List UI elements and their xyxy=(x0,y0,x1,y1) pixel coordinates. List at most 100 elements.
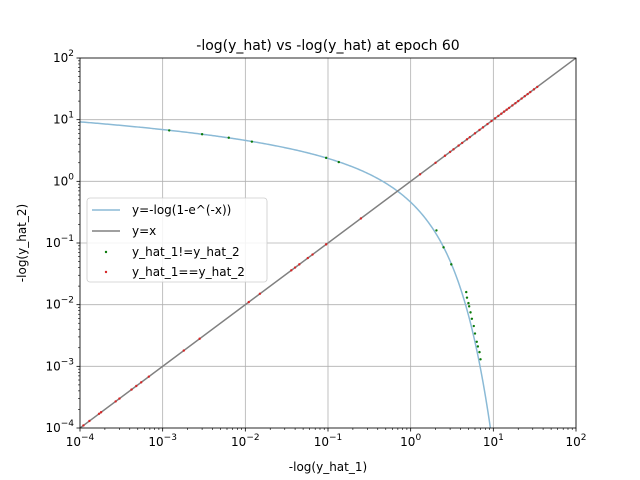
mismatch-point xyxy=(476,345,480,348)
match-point xyxy=(434,161,437,164)
y-tick-label: 101 xyxy=(53,111,74,127)
match-point xyxy=(457,144,460,147)
match-point xyxy=(478,128,481,132)
y-tick-label: 10−3 xyxy=(45,357,74,373)
curve-series-line xyxy=(80,121,492,428)
match-point xyxy=(532,88,536,91)
mismatch-point xyxy=(450,263,453,266)
mismatch-point xyxy=(465,290,468,294)
match-point xyxy=(473,132,477,135)
y-axis-label: -log(y_hat_2) xyxy=(15,204,29,282)
axis-ticks: 10−4 10−3 10−2 10−1 100 101 102 10−4 10−3 10−2 10−… xyxy=(45,49,586,449)
mismatch-point xyxy=(465,296,469,299)
legend-box xyxy=(86,197,268,283)
match-point xyxy=(147,375,151,378)
match-point xyxy=(529,90,532,94)
match-point xyxy=(118,397,121,400)
match-point xyxy=(311,253,314,256)
x-tick-label: 10−1 xyxy=(314,433,343,449)
mismatch-point xyxy=(472,324,475,328)
mismatch-point xyxy=(479,358,482,361)
match-point xyxy=(418,173,422,176)
y-tick-label: 10−2 xyxy=(45,296,74,312)
mismatch-point xyxy=(250,140,254,143)
match-point xyxy=(468,135,472,139)
match-point xyxy=(493,117,497,120)
x-tick-label: 10−4 xyxy=(66,433,95,449)
match-point xyxy=(452,148,455,151)
match-point xyxy=(182,349,185,352)
match-point xyxy=(505,108,508,111)
match-point xyxy=(82,424,85,427)
match-point xyxy=(507,106,511,110)
identity-series-line xyxy=(80,58,576,428)
match-point xyxy=(448,150,452,154)
match-point xyxy=(497,114,500,118)
legend: y=-log(1-e^(-x)) y=x y_hat_1!=y_hat_2 y_… xyxy=(86,197,268,283)
legend-label-curve: y=-log(1-e^(-x)) xyxy=(132,203,231,217)
mismatch-point xyxy=(337,160,340,164)
match-point xyxy=(99,411,103,414)
match-point xyxy=(247,300,250,304)
match-point xyxy=(359,217,363,220)
mismatch-point xyxy=(324,156,328,160)
x-axis-label: -log(y_hat_1) xyxy=(289,460,367,474)
y-tick-label: 102 xyxy=(53,49,74,65)
x-tick-label: 102 xyxy=(565,433,586,449)
x-tick-label: 100 xyxy=(400,433,421,449)
x-tick-label: 101 xyxy=(483,433,504,449)
match-point xyxy=(258,292,262,296)
y-tick-label: 10−1 xyxy=(45,234,74,250)
legend-swatch-match xyxy=(104,270,108,274)
match-point xyxy=(97,412,101,415)
scatter-points xyxy=(82,85,539,427)
mismatch-point xyxy=(168,129,171,132)
x-tick-label: 10−3 xyxy=(148,433,177,449)
mismatch-point xyxy=(470,317,474,320)
match-point xyxy=(517,99,520,103)
legend-swatch-mismatch xyxy=(104,250,108,254)
match-point xyxy=(140,381,143,384)
match-point xyxy=(443,154,447,157)
mismatch-point xyxy=(467,301,470,305)
match-point xyxy=(481,126,485,129)
match-point xyxy=(511,104,514,107)
chart-title: -log(y_hat) vs -log(y_hat) at epoch 60 xyxy=(196,38,459,54)
y-tick-label: 100 xyxy=(53,172,74,188)
legend-label-mismatch: y_hat_1!=y_hat_2 xyxy=(132,245,240,259)
match-point xyxy=(306,256,310,260)
match-point xyxy=(465,138,469,141)
mismatch-point xyxy=(435,229,438,232)
match-point xyxy=(293,266,297,269)
match-point xyxy=(460,141,464,145)
match-point xyxy=(135,384,138,388)
mismatch-point xyxy=(467,305,471,308)
match-point xyxy=(536,85,539,89)
x-tick-label: 10−2 xyxy=(231,433,260,449)
match-point xyxy=(324,243,328,246)
match-point xyxy=(114,400,117,403)
match-point xyxy=(130,388,133,391)
match-point xyxy=(523,95,526,98)
match-point xyxy=(198,337,201,340)
match-point xyxy=(500,112,503,115)
match-point xyxy=(520,97,523,100)
mismatch-point xyxy=(473,332,477,335)
match-point xyxy=(290,269,293,272)
legend-label-match: y_hat_1==y_hat_2 xyxy=(132,265,245,279)
mismatch-point xyxy=(475,340,478,343)
mismatch-point xyxy=(469,311,472,314)
match-point xyxy=(490,119,493,123)
mismatch-point xyxy=(227,136,230,139)
match-point xyxy=(502,110,506,113)
match-point xyxy=(526,92,529,96)
legend-label-identity: y=x xyxy=(132,224,156,238)
mismatch-point xyxy=(442,246,445,249)
mismatch-point xyxy=(478,350,481,354)
y-tick-label: 10−4 xyxy=(45,419,74,435)
match-point xyxy=(88,419,91,423)
match-point xyxy=(486,122,489,126)
match-point xyxy=(514,101,517,105)
match-point xyxy=(298,263,301,266)
